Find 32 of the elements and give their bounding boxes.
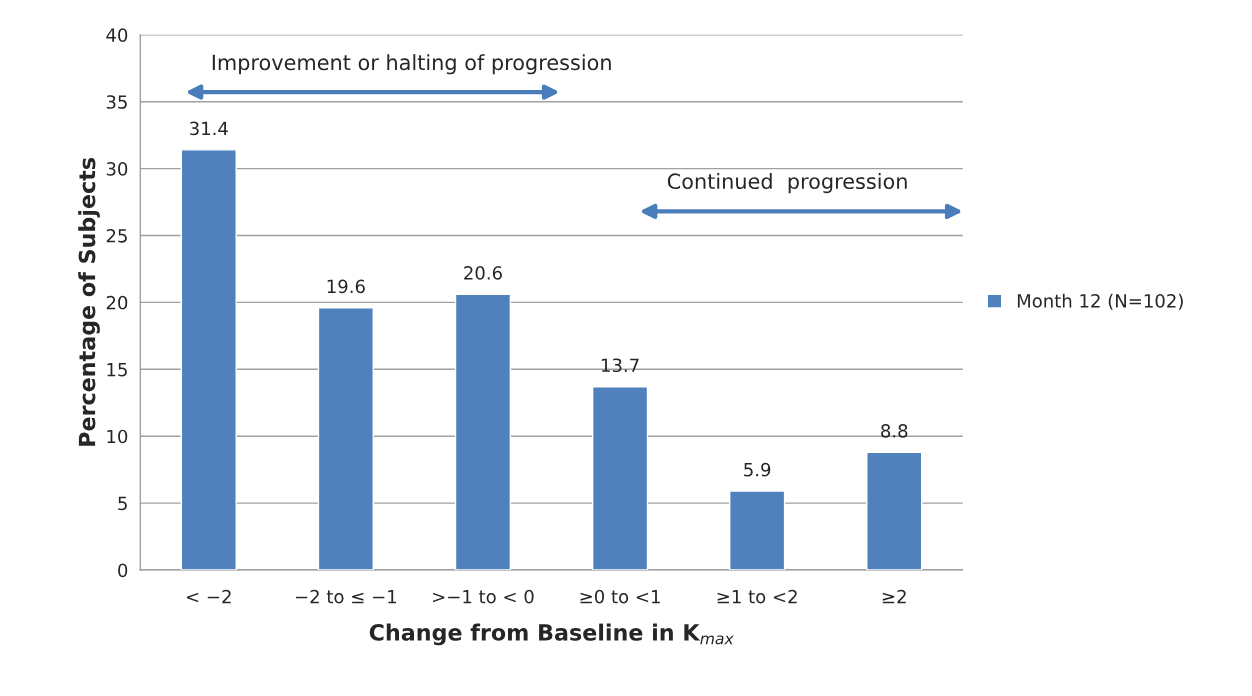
- y-tick-label: 30: [106, 162, 128, 176]
- x-tick-label: ≥0 to <1: [580, 589, 660, 604]
- bar: [591, 386, 649, 571]
- y-tick-label: 20: [106, 295, 128, 310]
- data-label: 8.8: [881, 424, 908, 438]
- data-label: 5.9: [744, 462, 771, 477]
- x-axis-title: Change from Baseline in K$_{max}$: [369, 623, 734, 646]
- annotation: Continued progression: [667, 172, 907, 194]
- data-label: 19.6: [327, 279, 365, 294]
- legend-label: Month 12 (N=102): [1017, 293, 1183, 310]
- y-tick-label: 10: [107, 429, 128, 444]
- y-tick-label: 15: [107, 363, 127, 377]
- y-tick-label: 40: [106, 28, 128, 42]
- y-tick-label: 35: [106, 95, 127, 109]
- data-label: 31.4: [190, 121, 228, 136]
- y-tick-label: 0: [118, 563, 128, 578]
- bar: [180, 149, 237, 571]
- bar: [866, 451, 923, 571]
- bar: [729, 490, 786, 571]
- annotation: Improvement or halting of progression: [212, 54, 611, 75]
- x-tick-label: < −2: [186, 589, 231, 604]
- y-tick-label: 25: [106, 228, 127, 243]
- x-tick-label: >−1 to < 0: [433, 589, 534, 604]
- bar: [454, 293, 512, 571]
- data-label: 20.6: [464, 266, 502, 280]
- bar: [317, 307, 374, 571]
- x-tick-label: ≥2: [882, 589, 906, 604]
- y-tick-label: 5: [118, 496, 127, 511]
- x-tick-label: ≥1 to <2: [717, 589, 797, 604]
- y-axis-title: Percentage of Subjects: [78, 158, 100, 446]
- data-label: 13.7: [601, 358, 639, 373]
- x-tick-label: −2 to ≤ −1: [295, 589, 397, 604]
